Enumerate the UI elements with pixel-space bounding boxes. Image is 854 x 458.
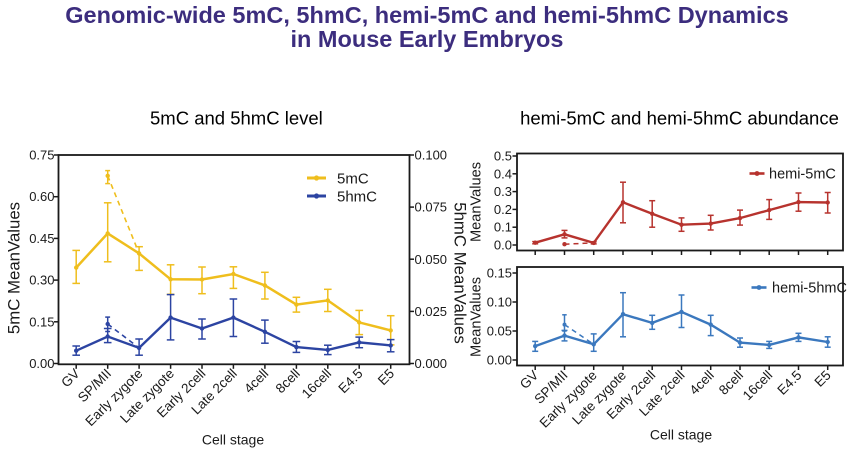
svg-text:0.3: 0.3 [494,184,512,199]
svg-text:0.000: 0.000 [415,356,448,371]
svg-text:0.15: 0.15 [487,266,512,281]
svg-text:5mC MeanValues: 5mC MeanValues [5,202,24,334]
svg-text:0.00: 0.00 [487,353,512,368]
svg-text:16cell: 16cell [740,368,776,404]
svg-text:hemi-5hmC: hemi-5hmC [772,281,847,297]
svg-text:0.4: 0.4 [494,166,512,181]
svg-text:0.075: 0.075 [415,200,448,215]
svg-text:4cell: 4cell [241,366,271,396]
svg-text:GV: GV [58,366,82,390]
svg-text:Cell stage: Cell stage [202,432,264,448]
svg-text:Cell stage: Cell stage [650,427,712,443]
svg-text:GV: GV [517,368,541,392]
svg-text:0.2: 0.2 [494,202,512,217]
svg-text:0.05: 0.05 [487,324,512,339]
svg-text:5hmC: 5hmC [337,189,377,206]
svg-text:E4.5: E4.5 [335,366,365,396]
svg-text:16cell: 16cell [299,366,335,402]
svg-text:0.15: 0.15 [29,314,54,329]
svg-text:E5: E5 [375,366,397,388]
svg-text:MeanValues: MeanValues [469,162,485,242]
svg-text:hemi-5mC: hemi-5mC [769,167,836,183]
svg-text:0.1: 0.1 [494,220,512,235]
svg-text:MeanValues: MeanValues [469,277,485,357]
svg-text:hemi-5mC and hemi-5hmC abundan: hemi-5mC and hemi-5hmC abundance [520,108,839,129]
svg-text:0.00: 0.00 [29,356,54,371]
svg-text:5mC and 5hmC level: 5mC and 5hmC level [150,108,323,129]
svg-text:0.30: 0.30 [29,273,54,288]
svg-text:0.025: 0.025 [415,304,448,319]
svg-text:0.5: 0.5 [494,149,512,164]
svg-text:0.050: 0.050 [415,252,448,267]
svg-text:5mC: 5mC [337,171,369,188]
svg-text:0.45: 0.45 [29,231,54,246]
svg-text:E5: E5 [812,368,834,390]
svg-text:5hmC MeanValues: 5hmC MeanValues [451,202,470,343]
svg-text:4cell: 4cell [687,368,717,398]
svg-text:0.60: 0.60 [29,189,54,204]
svg-text:0.75: 0.75 [29,148,54,163]
svg-text:0.100: 0.100 [415,148,448,163]
svg-text:E4.5: E4.5 [774,368,804,398]
svg-text:0.10: 0.10 [487,295,512,310]
svg-text:0.0: 0.0 [494,238,512,253]
